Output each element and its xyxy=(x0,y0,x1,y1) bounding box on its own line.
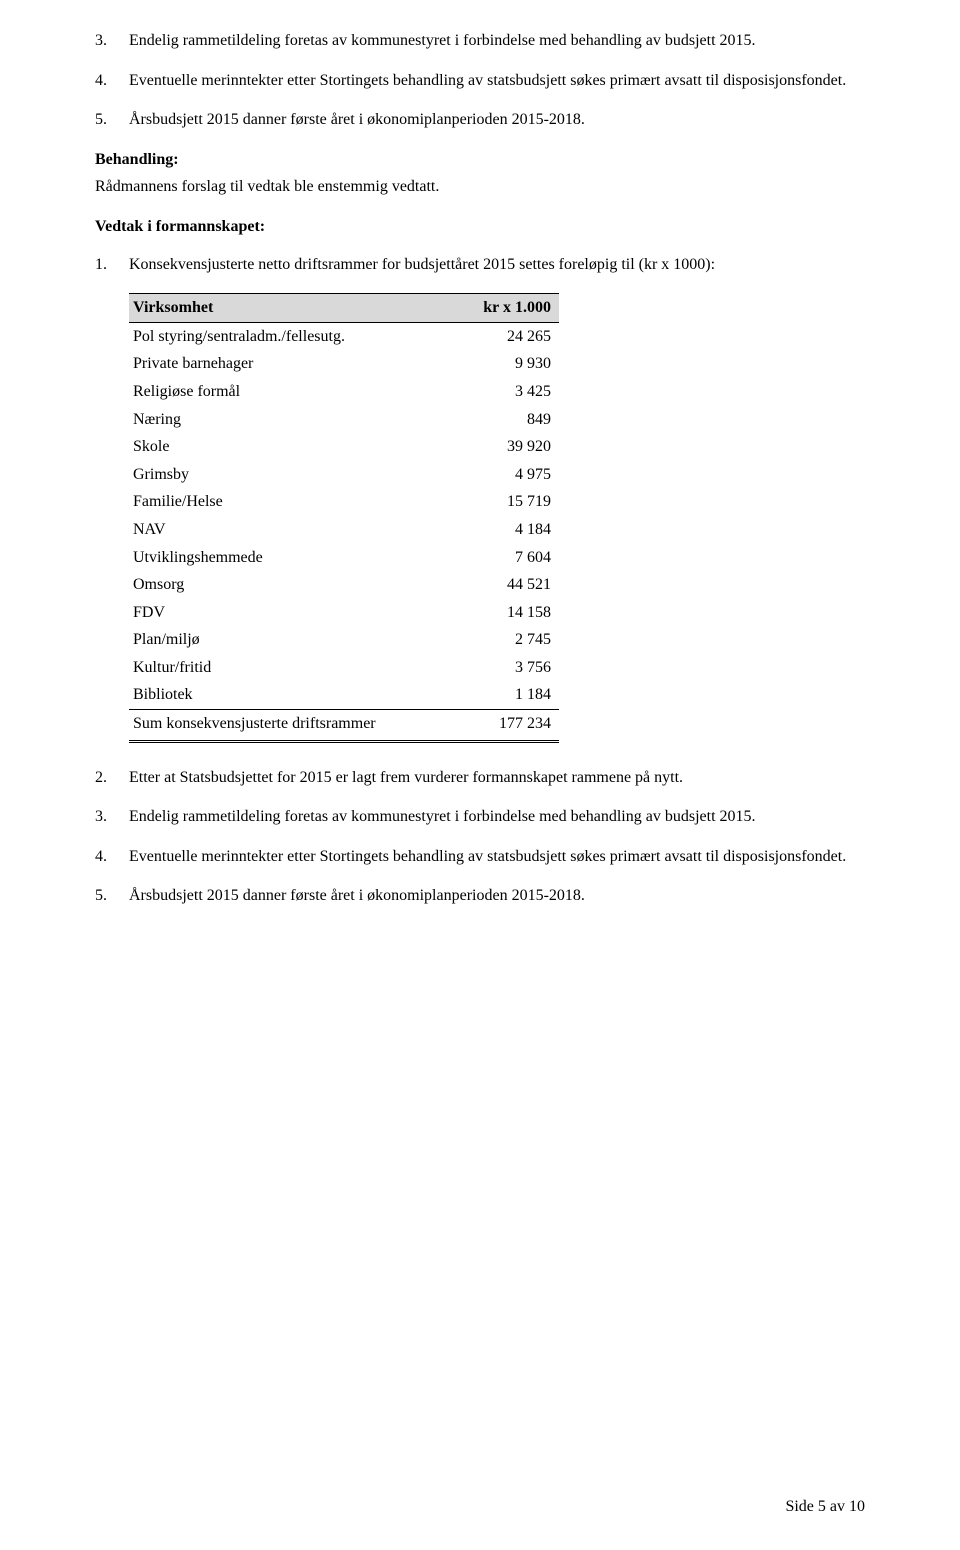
row-value: 44 521 xyxy=(456,571,559,599)
page-footer: Side 5 av 10 xyxy=(785,1498,865,1516)
row-label: Grimsby xyxy=(129,461,456,489)
list-text: Eventuelle merinntekter etter Stortinget… xyxy=(129,846,865,868)
row-value: 7 604 xyxy=(456,544,559,572)
row-value: 15 719 xyxy=(456,488,559,516)
row-value: 14 158 xyxy=(456,599,559,627)
row-value: 849 xyxy=(456,406,559,434)
list-item: 3. Endelig rammetildeling foretas av kom… xyxy=(95,30,865,52)
list-text: Etter at Statsbudsjettet for 2015 er lag… xyxy=(129,767,865,789)
row-value: 1 184 xyxy=(456,681,559,709)
row-label: Private barnehager xyxy=(129,350,456,378)
list-text: Årsbudsjett 2015 danner første året i øk… xyxy=(129,109,865,131)
row-value: 4 184 xyxy=(456,516,559,544)
table-row: Utviklingshemmede7 604 xyxy=(129,544,559,572)
list-number: 5. xyxy=(95,109,129,131)
table-row: Grimsby4 975 xyxy=(129,461,559,489)
table-row: Næring849 xyxy=(129,406,559,434)
row-value: 3 425 xyxy=(456,378,559,406)
row-label: FDV xyxy=(129,599,456,627)
row-value: 4 975 xyxy=(456,461,559,489)
document-page: 3. Endelig rammetildeling foretas av kom… xyxy=(0,0,960,1550)
list-number: 3. xyxy=(95,30,129,52)
table-row: Pol styring/sentraladm./fellesutg.24 265 xyxy=(129,322,559,350)
table-row: Familie/Helse15 719 xyxy=(129,488,559,516)
bottom-list: 2. Etter at Statsbudsjettet for 2015 er … xyxy=(95,767,865,907)
spacer xyxy=(95,244,865,254)
row-label: Pol styring/sentraladm./fellesutg. xyxy=(129,322,456,350)
table-row: Religiøse formål3 425 xyxy=(129,378,559,406)
sum-value: 177 234 xyxy=(456,710,559,738)
list-item: 1. Konsekvensjusterte netto driftsrammer… xyxy=(95,254,865,276)
table-row: Private barnehager9 930 xyxy=(129,350,559,378)
list-text: Eventuelle merinntekter etter Stortinget… xyxy=(129,70,865,92)
list-number: 4. xyxy=(95,846,129,868)
row-value: 2 745 xyxy=(456,626,559,654)
vedtak-heading: Vedtak i formannskapet: xyxy=(95,216,865,238)
row-label: Familie/Helse xyxy=(129,488,456,516)
row-label: Næring xyxy=(129,406,456,434)
row-label: Bibliotek xyxy=(129,681,456,709)
list-item: 4. Eventuelle merinntekter etter Stortin… xyxy=(95,70,865,92)
row-value: 3 756 xyxy=(456,654,559,682)
table-sum-row: Sum konsekvensjusterte driftsrammer 177 … xyxy=(129,710,559,738)
row-label: NAV xyxy=(129,516,456,544)
table-row: Bibliotek1 184 xyxy=(129,681,559,709)
table-header-col1: Virksomhet xyxy=(129,294,456,323)
table-double-rule xyxy=(129,740,559,743)
top-list: 3. Endelig rammetildeling foretas av kom… xyxy=(95,30,865,131)
row-value: 9 930 xyxy=(456,350,559,378)
budget-table: Virksomhet kr x 1.000 Pol styring/sentra… xyxy=(129,293,559,738)
table-body: Pol styring/sentraladm./fellesutg.24 265… xyxy=(129,322,559,709)
list-item: 5. Årsbudsjett 2015 danner første året i… xyxy=(95,885,865,907)
list-text: Konsekvensjusterte netto driftsrammer fo… xyxy=(129,254,865,276)
list-number: 5. xyxy=(95,885,129,907)
sum-label: Sum konsekvensjusterte driftsrammer xyxy=(129,710,456,738)
behandling-heading: Behandling: xyxy=(95,149,865,171)
list-text: Endelig rammetildeling foretas av kommun… xyxy=(129,806,865,828)
row-value: 24 265 xyxy=(456,322,559,350)
row-label: Plan/miljø xyxy=(129,626,456,654)
list-text: Årsbudsjett 2015 danner første året i øk… xyxy=(129,885,865,907)
table-row: Plan/miljø2 745 xyxy=(129,626,559,654)
table-header-col2: kr x 1.000 xyxy=(456,294,559,323)
row-label: Religiøse formål xyxy=(129,378,456,406)
list-number: 1. xyxy=(95,254,129,276)
list-item: 2. Etter at Statsbudsjettet for 2015 er … xyxy=(95,767,865,789)
behandling-text: Rådmannens forslag til vedtak ble enstem… xyxy=(95,176,865,198)
table-row: Omsorg44 521 xyxy=(129,571,559,599)
row-label: Utviklingshemmede xyxy=(129,544,456,572)
list-item: 5. Årsbudsjett 2015 danner første året i… xyxy=(95,109,865,131)
table-row: NAV4 184 xyxy=(129,516,559,544)
table-row: Skole39 920 xyxy=(129,433,559,461)
list-number: 4. xyxy=(95,70,129,92)
list-text: Endelig rammetildeling foretas av kommun… xyxy=(129,30,865,52)
row-label: Omsorg xyxy=(129,571,456,599)
table-row: FDV14 158 xyxy=(129,599,559,627)
list-number: 3. xyxy=(95,806,129,828)
budget-table-wrap: Virksomhet kr x 1.000 Pol styring/sentra… xyxy=(129,293,865,743)
table-row: Kultur/fritid3 756 xyxy=(129,654,559,682)
list-item: 3. Endelig rammetildeling foretas av kom… xyxy=(95,806,865,828)
row-label: Kultur/fritid xyxy=(129,654,456,682)
list-number: 2. xyxy=(95,767,129,789)
table-header-row: Virksomhet kr x 1.000 xyxy=(129,294,559,323)
row-label: Skole xyxy=(129,433,456,461)
list-item: 4. Eventuelle merinntekter etter Stortin… xyxy=(95,846,865,868)
row-value: 39 920 xyxy=(456,433,559,461)
